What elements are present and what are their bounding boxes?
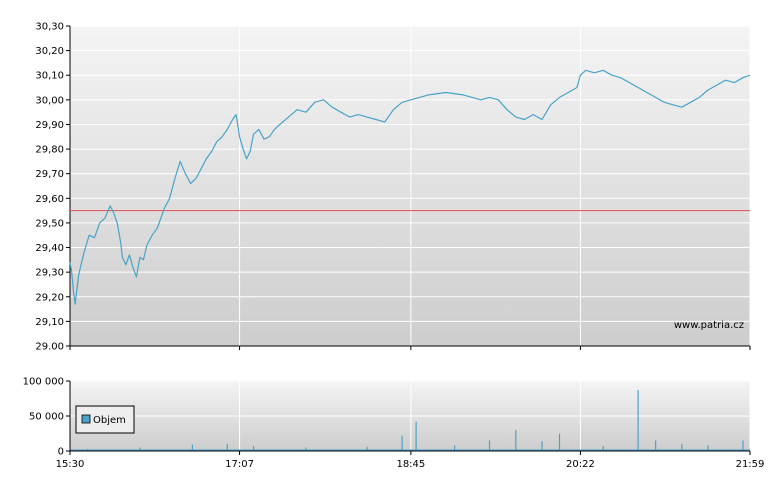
price-y-tick-label: 29,10 <box>35 317 64 328</box>
price-y-tick-label: 29,20 <box>35 292 64 303</box>
x-tick-label: 20:22 <box>566 459 595 470</box>
volume-bar <box>226 444 228 451</box>
volume-bar <box>454 445 456 451</box>
price-y-tick-label: 29,60 <box>35 194 64 205</box>
price-y-tick-label: 30,10 <box>35 71 64 82</box>
volume-bar <box>305 447 307 451</box>
price-y-tick-label: 30,30 <box>35 22 64 33</box>
price-y-tick-label: 29,50 <box>35 218 64 229</box>
price-y-tick-label: 29,80 <box>35 145 64 156</box>
x-tick-label: 17:07 <box>225 459 254 470</box>
volume-bar <box>415 421 417 451</box>
volume-panel: 0 50 000 100 000 15:30 17:07 18:45 20:22 21:59 O… <box>23 377 765 471</box>
x-tick-label: 21:59 <box>736 459 765 470</box>
volume-bar <box>515 430 517 451</box>
volume-bar <box>488 440 491 451</box>
volume-bar <box>655 440 657 451</box>
volume-bar <box>191 444 193 451</box>
volume-bar <box>742 440 744 451</box>
price-panel: 29.00 29,10 29,20 29,30 29,40 29,50 29,60 29,70… <box>35 22 751 353</box>
volume-y-tick-label: 100 000 <box>23 377 64 388</box>
volume-bar <box>401 435 403 451</box>
volume-bar <box>637 390 639 451</box>
price-plot-area <box>70 26 750 346</box>
volume-y-tick-label: 50 000 <box>29 412 64 423</box>
legend-label: Objem <box>93 415 126 426</box>
volume-bar <box>602 446 604 451</box>
price-y-tick-label: 30,00 <box>35 95 64 106</box>
volume-bar <box>558 433 561 451</box>
volume-bar <box>366 446 368 451</box>
volume-baseline-strip <box>70 449 750 451</box>
price-y-tick-label: 29,30 <box>35 268 64 279</box>
volume-bar <box>681 444 683 451</box>
price-y-tick-label: 29.00 <box>35 342 64 353</box>
volume-y-tick-label: 0 <box>58 447 64 458</box>
x-tick-label: 18:45 <box>396 459 425 470</box>
volume-bar <box>252 446 255 451</box>
price-y-tick-label: 29,90 <box>35 120 64 131</box>
price-y-tick-label: 30,20 <box>35 46 64 57</box>
watermark-text: www.patria.cz <box>674 320 744 331</box>
volume-legend: Objem <box>75 405 135 434</box>
x-tick-label: 15:30 <box>56 459 85 470</box>
price-y-tick-label: 29,70 <box>35 169 64 180</box>
price-series-line <box>69 69 751 305</box>
volume-bar <box>541 441 543 451</box>
volume-bar <box>707 445 709 451</box>
legend-swatch <box>81 414 91 424</box>
volume-bar <box>139 447 141 451</box>
price-y-tick-label: 29,40 <box>35 243 64 254</box>
